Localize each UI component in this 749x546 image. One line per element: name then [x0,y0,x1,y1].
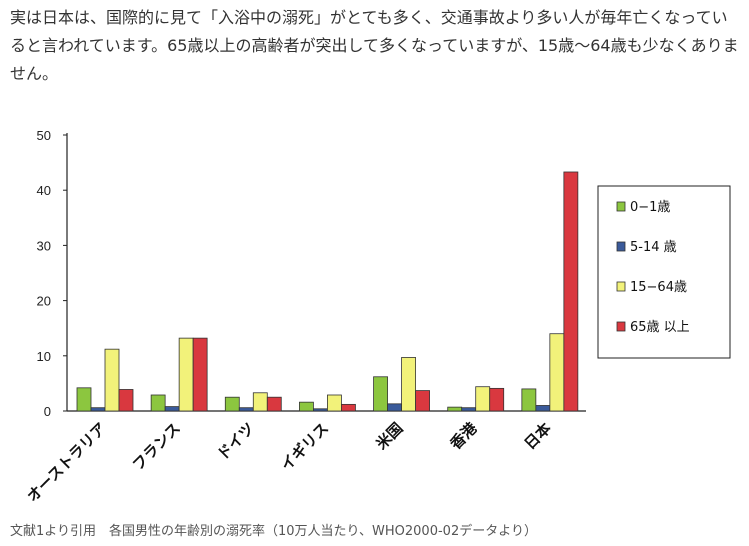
category-label: フランス [129,419,184,474]
bar [387,403,402,412]
y-axis-ticks: 0 10 20 30 40 50 [37,128,67,419]
bar [178,337,194,412]
bar [327,394,342,412]
bar [76,387,92,412]
bar [104,348,120,412]
bar [447,406,463,412]
bar [521,388,537,412]
y-tick-label: 0 [44,404,51,419]
bar [299,401,314,412]
category-label: オーストラリア [23,419,109,505]
bar [224,396,240,412]
category-label: 米国 [372,419,406,453]
drowning-rate-chart: 0 10 20 30 40 50 オーストラリア フランス ドイツ イギリス 米国 香港 日本 0−1… [23,128,731,506]
bar [373,376,388,412]
legend-label: 65歳 以上 [630,320,690,335]
bar [266,396,282,412]
bar [563,171,579,412]
y-tick-label: 40 [37,183,51,198]
bar [475,386,491,412]
bar [238,407,254,412]
bar [401,357,416,412]
category-label: 日本 [521,419,555,453]
chart-axes [66,133,586,412]
y-tick-label: 30 [37,238,51,253]
intro-text: 実は日本は、国際的に見て「入浴中の溺死」がとても多く、交通事故より多い人が毎年亡… [10,8,739,83]
bar [461,407,477,412]
bar [252,392,268,412]
bar [150,394,166,412]
bar [489,387,505,412]
legend-label: 5-14 歳 [630,240,677,255]
category-label: 香港 [447,418,482,453]
y-tick-label: 50 [37,128,51,143]
bar [549,333,565,412]
legend: 0−1歳 5-14 歳 15−64歳 65歳 以上 [597,185,731,359]
bar [415,390,430,412]
legend-swatch [616,241,626,252]
bar [164,406,180,412]
category-labels: オーストラリア フランス ドイツ イギリス 米国 香港 日本 [23,418,554,505]
legend-swatch [616,281,626,292]
bar [192,337,208,412]
bar [341,403,356,412]
legend-swatch [616,321,626,332]
legend-label: 0−1歳 [630,200,670,215]
figure-caption: 文献1より引用 各国男性の年齢別の溺死率（10万人当たり、WHO2000-02デ… [10,524,537,539]
legend-swatch [616,201,626,212]
category-label: ドイツ [214,419,259,464]
category-label: イギリス [277,419,332,474]
bar [118,389,134,412]
y-tick-label: 10 [37,349,51,364]
y-tick-label: 20 [37,294,51,309]
legend-label: 15−64歳 [630,280,687,295]
bar [90,407,106,412]
bar-series [76,171,579,412]
bar [313,408,328,412]
bar [535,405,551,412]
